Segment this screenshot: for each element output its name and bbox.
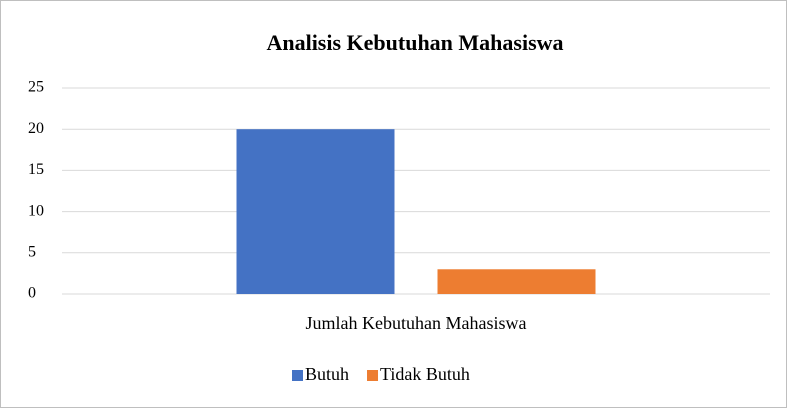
- legend-swatch: [292, 370, 303, 381]
- legend-label: Butuh: [305, 364, 349, 384]
- y-tick-label: 25: [28, 79, 44, 96]
- bar: [236, 129, 395, 294]
- y-tick-label: 10: [28, 202, 44, 219]
- y-tick-label: 5: [28, 243, 36, 260]
- y-tick-label: 20: [28, 120, 44, 137]
- x-tick-label: Jumlah Kebutuhan Mahasiswa: [306, 313, 527, 333]
- y-tick-label: 0: [28, 285, 36, 302]
- chart-title: Analisis Kebutuhan Mahasiswa: [266, 30, 563, 55]
- y-tick-label: 15: [28, 161, 44, 178]
- legend-label: Tidak Butuh: [380, 364, 470, 384]
- legend-swatch: [367, 370, 379, 381]
- bar: [437, 269, 596, 294]
